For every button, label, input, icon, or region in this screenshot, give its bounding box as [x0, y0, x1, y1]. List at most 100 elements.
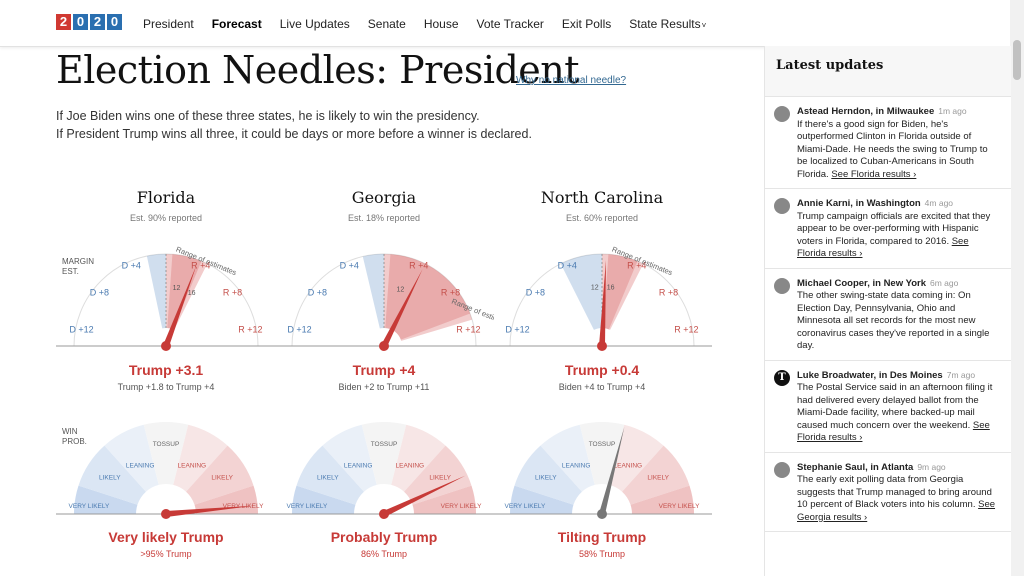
- prob-label: LEANING: [562, 462, 591, 469]
- nav-vote-tracker[interactable]: Vote Tracker: [476, 17, 544, 31]
- nav-president[interactable]: President: [143, 17, 194, 31]
- sidebar-title: Latest updates: [765, 46, 1011, 97]
- update-results-link[interactable]: See Florida results ›: [797, 235, 969, 260]
- prob-label: LEANING: [614, 462, 643, 469]
- reported-pct: Est. 60% reported: [565, 213, 639, 223]
- updates-list: Astead Herndon, in Milwaukee 1m ago If the…: [765, 97, 1011, 532]
- nav-forecast[interactable]: Forecast: [211, 17, 262, 31]
- win-prob-gauge: VERY LIKELY LIKELY LEANING TOSSUP LEANING LIK…: [274, 422, 494, 519]
- prob-label: LIKELY: [211, 475, 233, 482]
- logo-digit: 2: [56, 14, 71, 30]
- margin-tick-label: D +8: [526, 287, 545, 297]
- prob-segment: [412, 485, 476, 514]
- win-prob-needle: [599, 426, 625, 515]
- band-label: 16: [607, 285, 615, 292]
- margin-tick-label: R +12: [238, 325, 262, 335]
- margin-tick-label: D +8: [308, 287, 327, 297]
- state-name: Georgia: [351, 188, 417, 207]
- margin-tick-label: D +12: [287, 325, 311, 335]
- update-results-link[interactable]: See Florida results ›: [831, 168, 917, 180]
- update-text: Trump campaign officials are excited tha…: [797, 210, 991, 247]
- band-label: 12: [396, 286, 404, 293]
- update-time: 6m ago: [930, 277, 959, 288]
- prob-result: Probably Trump 86% Trump: [274, 529, 494, 559]
- update-author: Stephanie Saul, in Atlanta: [797, 461, 914, 473]
- prob-label: VERY LIKELY: [69, 503, 110, 510]
- prob-segment: [630, 485, 694, 514]
- margin-result: Trump +3.1 Trump +1.8 to Trump +4: [56, 362, 276, 392]
- prob-result-text: >95% Trump: [140, 549, 192, 559]
- prob-segment: [104, 424, 159, 492]
- prob-label: TOSSUP: [589, 441, 616, 448]
- logo-2020[interactable]: 2 0 2 0: [56, 14, 122, 30]
- avatar: [774, 106, 790, 122]
- top-nav: 2 0 2 0 President Forecast Live Updates …: [0, 0, 1010, 47]
- needle-hub: [161, 341, 171, 351]
- prob-segment: [540, 424, 595, 492]
- nav-exit-polls[interactable]: Exit Polls: [561, 17, 612, 31]
- prob-segment: [173, 424, 228, 492]
- update-results-link[interactable]: See Florida results ›: [797, 419, 990, 444]
- update-time: 4m ago: [924, 198, 954, 208]
- prob-segment: [322, 424, 377, 492]
- update-text: If there's a good sign for Biden, he's o…: [797, 118, 988, 180]
- margin-result-value: Trump +4: [352, 362, 416, 378]
- nav-live-updates[interactable]: Live Updates: [279, 17, 350, 31]
- nav-house[interactable]: House: [423, 17, 459, 31]
- update-time: 1m ago: [938, 106, 967, 116]
- update-item: Annie Karni, in Washington 4m ago Trump ca…: [765, 189, 1011, 269]
- margin-tick-label: R +4: [191, 261, 210, 271]
- state-header: Georgia Est. 18% reported: [284, 188, 484, 223]
- state-header: North Carolina Est. 60% reported: [502, 188, 702, 223]
- prob-result-value: Probably Trump: [330, 529, 438, 545]
- prob-segment: [609, 424, 664, 492]
- range-band-trump: [602, 254, 644, 330]
- needle-hub: [161, 509, 171, 519]
- range-band-inner: [603, 254, 638, 330]
- prob-label: LEANING: [178, 462, 207, 469]
- logo-digit: 0: [107, 14, 122, 30]
- margin-result-value: Trump +3.1: [128, 362, 204, 378]
- margin-tick-label: D +12: [505, 325, 529, 335]
- prob-result-value: Tilting Trump: [557, 529, 647, 545]
- margin-tick-label: D +12: [69, 325, 93, 335]
- update-text: The Postal Service said in an afternoon …: [797, 382, 993, 431]
- reported-pct: Est. 18% reported: [347, 213, 421, 223]
- nav-senate[interactable]: Senate: [367, 17, 406, 31]
- margin-result-value: Trump +0.4: [564, 362, 640, 378]
- needle-hub: [597, 341, 607, 351]
- margin-tick-label: D +4: [340, 261, 359, 271]
- prob-segment: [361, 422, 407, 485]
- prob-result: Tilting Trump 58% Trump: [492, 529, 712, 559]
- latest-updates-sidebar: Latest updates Astead Herndon, in Milwau…: [764, 46, 1011, 576]
- avatar: [774, 198, 790, 214]
- win-prob-gauge: VERY LIKELY LIKELY LEANING TOSSUP LEANING LIK…: [56, 422, 276, 519]
- avatar: [774, 277, 790, 294]
- prob-label: LIKELY: [429, 475, 451, 482]
- band-label: 12: [173, 285, 181, 292]
- why-no-national-needle-link[interactable]: Why no national needle?: [516, 75, 627, 86]
- needle-hub: [379, 509, 389, 519]
- intro-line: If President Trump wins all three, it co…: [56, 127, 532, 141]
- update-item: Astead Herndon, in Milwaukee 1m ago If the…: [765, 97, 1011, 189]
- band-label: 12: [591, 284, 599, 291]
- prob-segment: [622, 445, 690, 505]
- nav-state-results[interactable]: State Results˅: [629, 17, 706, 31]
- needle-hub: [597, 509, 607, 519]
- margin-tick-label: R +8: [223, 287, 242, 297]
- margin-tick-label: D +4: [122, 261, 141, 271]
- update-author: Michael Cooper, in New York: [797, 277, 926, 289]
- update-results-link[interactable]: See Georgia results ›: [797, 499, 996, 523]
- margin-range-text: Biden +2 to Trump +11: [338, 382, 430, 392]
- prob-label: VERY LIKELY: [287, 503, 328, 510]
- scrollbar-thumb[interactable]: [1013, 40, 1021, 80]
- prob-label: VERY LIKELY: [441, 503, 482, 510]
- margin-tick-label: R +4: [409, 261, 428, 271]
- state-header: Florida Est. 90% reported: [66, 188, 266, 223]
- scrollbar[interactable]: [1010, 0, 1024, 576]
- update-item: Michael Cooper, in New York 6m ago The oth…: [765, 269, 1011, 361]
- range-band-biden: [560, 254, 602, 330]
- page-title: Election Needles: President: [56, 48, 580, 92]
- prob-label: LEANING: [344, 462, 373, 469]
- margin-tick-label: R +4: [627, 261, 646, 271]
